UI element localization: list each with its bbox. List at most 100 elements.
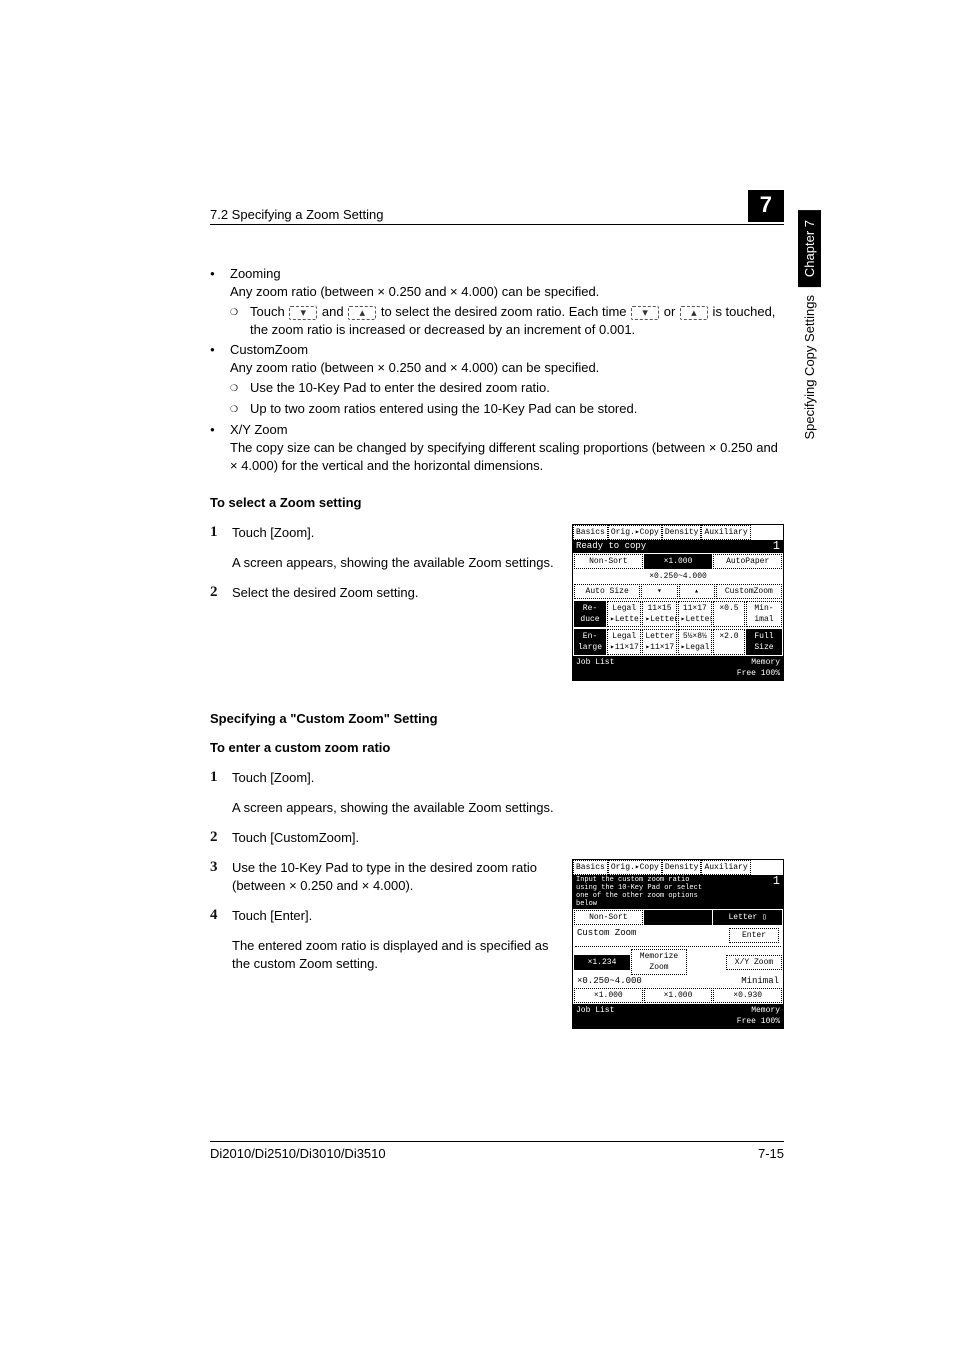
scr-btn: 11×17 ▸Letter [678,601,712,627]
scr-btn [644,910,713,925]
feature-bullets: Zooming Any zoom ratio (between × 0.250 … [210,265,784,475]
scr-tab: Auxiliary [701,860,750,875]
xyzoom-title: X/Y Zoom [230,422,288,437]
zooming-sub1: Touch and to select the desired zoom rat… [250,303,784,339]
scr-tab: Orig.▸Copy [608,525,662,540]
header-section-text: 7.2 Specifying a Zoom Setting [210,207,383,222]
zooming-title: Zooming [230,266,281,281]
scr-btn: ×2.0 [713,629,745,655]
sectB-step2: Touch [CustomZoom]. [232,829,784,847]
side-title: Specifying Copy Settings [802,295,817,448]
zoom-screen-illustration: Basics Orig.▸Copy Density Auxiliary Read… [572,524,784,681]
section-b-heading: Specifying a "Custom Zoom" Setting [210,711,784,726]
text-frag: Touch [250,304,288,319]
zoom-up-icon [680,306,708,320]
scr-btn: Non-Sort [574,554,643,569]
sub-bullet-icon [230,379,250,398]
section-b-subheading: To enter a custom zoom ratio [210,740,784,755]
scr-btn: ×1.000 [644,554,713,569]
text-frag: and [318,304,347,319]
sectB-step1-sub: A screen appears, showing the available … [232,799,784,817]
step-number: 1 [210,769,232,787]
scr-btn: ×0.5 [713,601,745,627]
customzoom-title: CustomZoom [230,342,308,357]
scr-count: 1 [773,876,780,908]
xyzoom-line1: The copy size can be changed by specifyi… [230,440,778,473]
bullet-icon [210,421,230,475]
section-a-heading: To select a Zoom setting [210,495,784,510]
scr-btn: ▴ [679,584,715,599]
sectA-step2: Select the desired Zoom setting. [232,584,554,602]
scr-tab: Density [662,860,702,875]
scr-tab: Basics [573,525,608,540]
scr-foot-left: Job List [576,657,614,679]
scr-btn: Legal ▸11×17 [607,629,641,655]
scr-msg: Input the custom zoom ratio using the 10… [576,876,702,908]
scr-btn: X/Y Zoom [726,955,782,970]
sectA-step1-sub: A screen appears, showing the available … [232,554,554,572]
bullet-icon [210,341,230,377]
scr-label: Custom Zoom [577,928,636,943]
footer-left: Di2010/Di2510/Di3010/Di3510 [210,1146,386,1161]
scr-label: En- large [574,629,606,655]
sectB-step4-sub: The entered zoom ratio is displayed and … [232,937,554,973]
scr-foot-right: Memory Free 100% [737,1005,780,1027]
customzoom-sub1: Use the 10-Key Pad to enter the desired … [250,379,784,398]
scr-foot-right: Memory Free 100% [737,657,780,679]
scr-minimal: Minimal [741,976,779,987]
sub-bullet-icon [230,303,250,339]
text-frag: to select the desired zoom ratio. Each t… [377,304,630,319]
sectB-step3: Use the 10-Key Pad to type in the desire… [232,859,554,895]
scr-tab: Density [662,525,702,540]
customzoom-line1: Any zoom ratio (between × 0.250 and × 4.… [230,360,599,375]
scr-btn: ×0.930 [713,988,782,1003]
bullet-icon [210,265,230,301]
scr-btn: ▾ [641,584,677,599]
scr-btn: Min- imal [746,601,782,627]
scr-btn: ×1.000 [574,988,643,1003]
sub-bullet-icon [230,400,250,419]
page-footer: Di2010/Di2510/Di3010/Di3510 7-15 [210,1141,784,1161]
scr-count: 1 [773,541,780,552]
zooming-line1: Any zoom ratio (between × 0.250 and × 4.… [230,284,599,299]
scr-tab: Auxiliary [701,525,750,540]
scr-btn: Letter ▯ [713,910,782,925]
customzoom-sub2: Up to two zoom ratios entered using the … [250,400,784,419]
step-number: 2 [210,584,232,602]
scr-btn: Enter [729,928,779,943]
zoom-down-icon [289,306,317,320]
chapter-badge: 7 [748,190,784,222]
side-tab: Chapter 7 Specifying Copy Settings [796,210,822,448]
sectB-step4: Touch [Enter]. [232,907,554,925]
scr-range: ×0.250~4.000 [573,570,783,583]
sectA-step1: Touch [Zoom]. [232,524,554,542]
scr-tab: Basics [573,860,608,875]
text-frag: or [660,304,679,319]
step-number: 2 [210,829,232,847]
step-number: 4 [210,907,232,925]
scr-btn: ×1.000 [644,988,713,1003]
scr-status: Ready to copy [576,541,646,552]
scr-btn: AutoPaper [713,554,782,569]
scr-btn: Letter ▸11×17 [642,629,676,655]
zoom-up-icon [348,306,376,320]
scr-btn: Memorize Zoom [631,949,687,975]
scr-val: ×1.234 [574,955,630,970]
side-chapter-label: Chapter 7 [798,210,821,287]
step-number: 1 [210,524,232,542]
footer-right: 7-15 [758,1146,784,1161]
scr-btn: Full Size [746,629,782,655]
customzoom-screen-illustration: Basics Orig.▸Copy Density Auxiliary Inpu… [572,859,784,1029]
scr-btn: CustomZoom [716,584,782,599]
scr-btn: 11×15 ▸Letter [642,601,676,627]
scr-foot-left: Job List [576,1005,614,1027]
zoom-down-icon [631,306,659,320]
scr-btn: Non-Sort [574,910,643,925]
scr-range: ×0.250~4.000 [577,976,642,987]
sectB-step1: Touch [Zoom]. [232,769,784,787]
scr-tab: Orig.▸Copy [608,860,662,875]
page-header: 7.2 Specifying a Zoom Setting 7 [210,190,784,225]
step-number: 3 [210,859,232,895]
scr-btn: Auto Size [574,584,640,599]
scr-btn: 5½×8½ ▸Legal [678,629,712,655]
